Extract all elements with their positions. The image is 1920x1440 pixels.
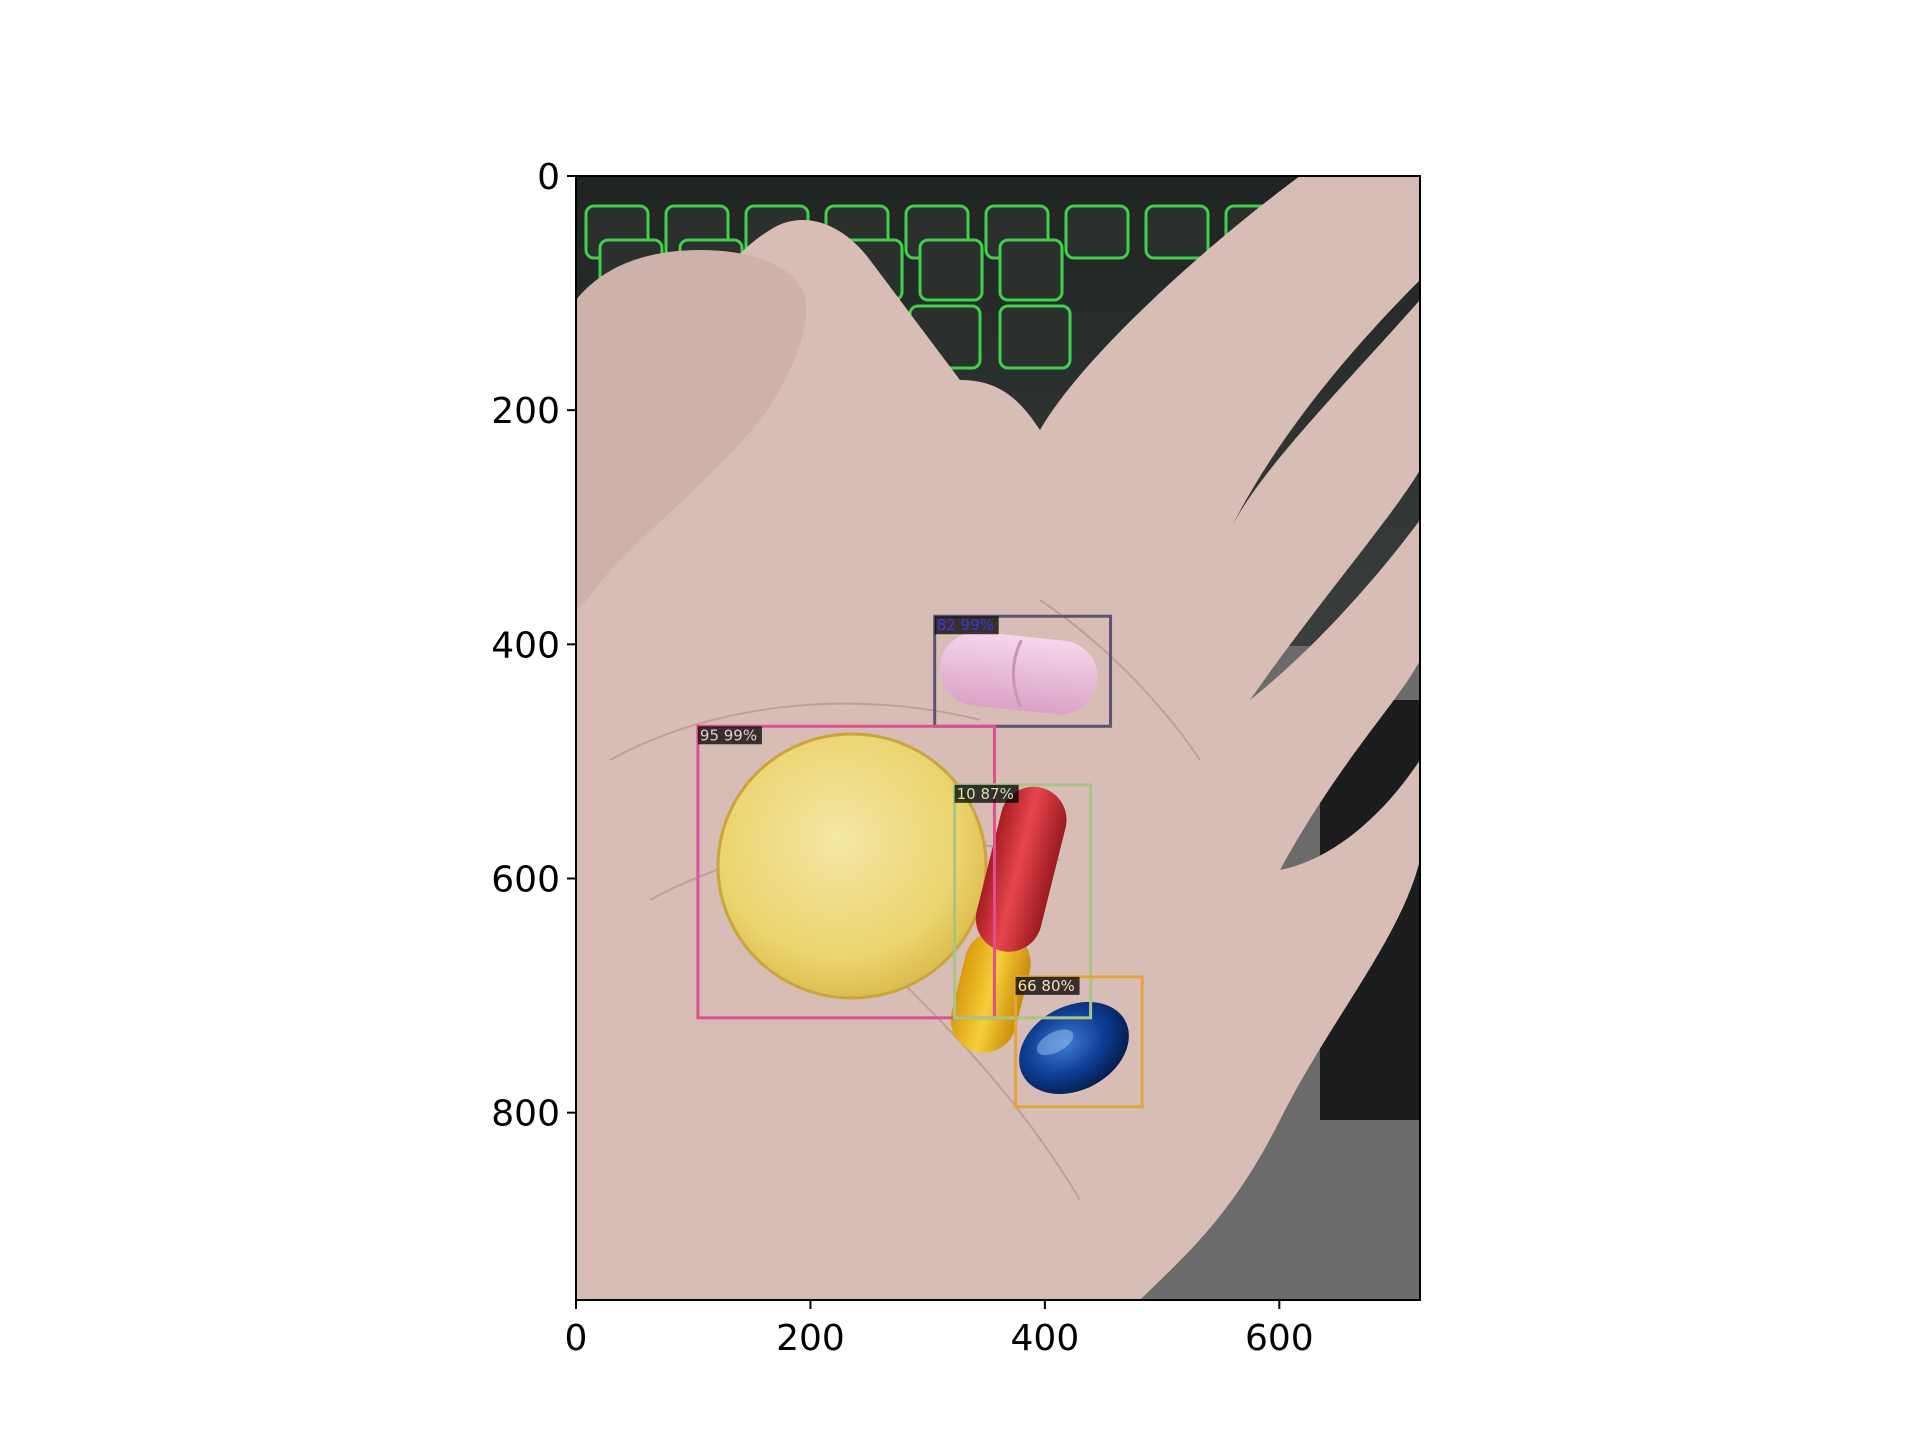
detection-label: 66 80% [1018,977,1075,995]
red-yellow-capsule [950,786,1067,1053]
detection-label-background [1015,976,1080,995]
y-tick-label: 0 [537,157,560,198]
axes-frame [575,175,1421,1301]
x-tick-label: 400 [1011,1318,1080,1359]
y-tick-label: 400 [491,625,560,666]
detection-overlays: 82 99% 95 99% 10 87% 66 80% [696,614,1144,1109]
detection-label-background [934,616,999,635]
y-tick-label: 800 [491,1094,560,1135]
yellow-round-tablet [716,732,988,1000]
detection-label: 10 87% [957,785,1014,803]
detection-box [953,783,1093,1020]
axis-ticks: 0 200 400 600 0 200 400 600 800 [491,157,1313,1359]
detection-label: 95 99% [700,726,757,744]
x-tick-label: 600 [1245,1318,1314,1359]
x-tick-label: 0 [565,1318,588,1359]
x-tick-label: 200 [776,1318,845,1359]
detection-box [696,724,996,1020]
photo: 82 99% 95 99% 10 87% 66 80% [576,176,1420,1300]
y-tick-label: 200 [491,391,560,432]
detection-label-background [697,726,762,745]
detection-box [933,614,1113,728]
y-tick-label: 600 [491,860,560,901]
detection-label-background [954,784,1019,803]
pink-oval-pill [940,631,1098,715]
detection-label: 82 99% [937,616,994,634]
blue-softgel [1019,1001,1129,1095]
thumb [576,250,807,610]
